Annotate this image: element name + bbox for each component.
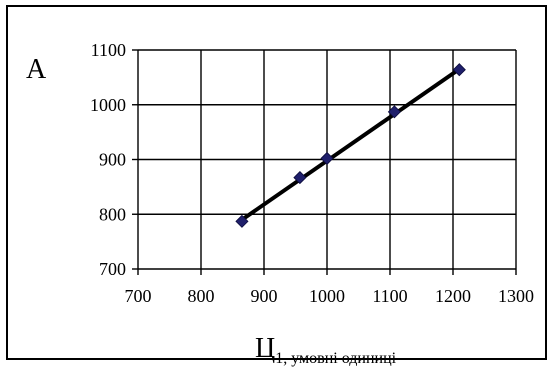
x-tick-label: 1000: [309, 286, 345, 306]
x-tick-label: 1300: [498, 286, 534, 306]
x-axis-label-main: Ц: [255, 333, 275, 364]
y-axis-label: A: [26, 54, 47, 85]
data-point-marker: [320, 151, 334, 165]
chart-axes: [132, 49, 517, 275]
trend-line: [239, 67, 462, 222]
x-tick-label: 800: [188, 286, 215, 306]
y-tick-label: 700: [99, 259, 126, 279]
data-point-marker: [387, 105, 401, 119]
x-tick-label: 900: [251, 286, 278, 306]
data-point-marker: [235, 214, 249, 228]
chart-tick-labels: 700 800 900 1000 1100 1200 1300 700 800 900 1000 11…: [90, 40, 534, 306]
chart-frame: [6, 5, 547, 360]
chart-series: [235, 63, 466, 228]
x-tick-label: 1200: [435, 286, 471, 306]
x-tick-label: 700: [125, 286, 152, 306]
y-tick-label: 900: [99, 150, 126, 170]
data-point-marker: [293, 171, 307, 185]
x-axis-label-sub: 1, умовні одиниці: [275, 350, 396, 367]
y-tick-label: 1100: [91, 40, 126, 60]
x-axis-label: Ц1, умовні одиниці: [255, 333, 397, 367]
y-tick-label: 800: [99, 204, 126, 224]
y-tick-label: 1000: [90, 95, 126, 115]
data-point-marker: [452, 63, 466, 77]
x-tick-label: 1100: [372, 286, 407, 306]
